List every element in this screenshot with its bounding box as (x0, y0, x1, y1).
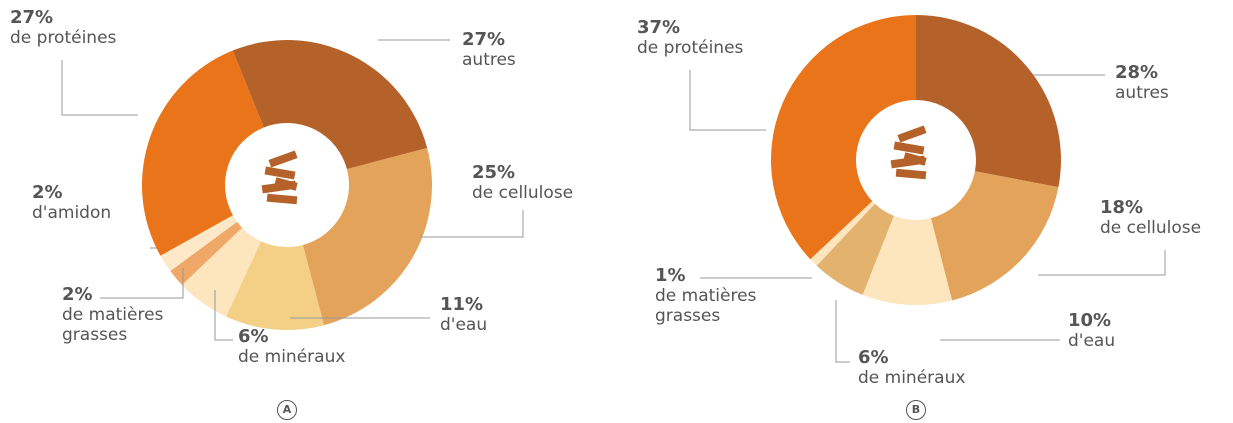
category-label: de minéraux (858, 368, 966, 388)
leader-line (689, 70, 766, 131)
chart-label: B (906, 400, 926, 420)
value-label: 1% (655, 265, 686, 286)
icon (266, 193, 298, 205)
slice (142, 50, 264, 256)
slice (862, 215, 953, 305)
slice (810, 201, 875, 266)
slice (170, 221, 243, 285)
slice-label: 6% de minéraux (858, 347, 978, 389)
leader-line (420, 210, 524, 238)
slice-label: 25% de cellulose (472, 162, 592, 204)
slice-label: 37% de protéines (637, 17, 757, 59)
slice (160, 215, 238, 272)
value-label: 6% (858, 347, 889, 368)
leader-line (100, 268, 184, 299)
category-label: d'eau (440, 315, 488, 335)
value-label: 10% (1068, 310, 1112, 331)
category-label: d'eau (1068, 331, 1116, 351)
slice (181, 227, 261, 317)
leader-line (835, 300, 850, 363)
slice (816, 203, 894, 295)
value-label: 6% (238, 326, 269, 347)
leader-line (214, 290, 233, 341)
icon (903, 152, 927, 166)
slice (916, 15, 1061, 188)
slice-label: 1% de matières grasses (655, 265, 775, 327)
slice (226, 241, 325, 330)
value-label: 27% (10, 7, 54, 28)
category-label: de protéines (10, 28, 117, 48)
slice-label: 2% de matières grasses (62, 284, 182, 346)
value-label: 2% (62, 284, 93, 305)
slice-label: 2% d'amidon (32, 182, 152, 224)
category-label: autres (462, 50, 516, 70)
icon (268, 150, 298, 168)
slice (232, 39, 428, 170)
slice-label: 27% de protéines (10, 7, 130, 49)
slice-label: 10% d'eau (1068, 310, 1188, 352)
slice-label: 27% autres (462, 29, 582, 71)
slice (930, 171, 1059, 301)
value-label: 28% (1115, 62, 1159, 83)
leader-line (1038, 250, 1166, 276)
slice (770, 15, 916, 260)
value-label: 11% (440, 294, 484, 315)
slice-label: 11% d'eau (440, 294, 560, 336)
slice-label: 28% autres (1115, 62, 1233, 104)
icon (893, 141, 925, 155)
value-label: 18% (1100, 197, 1144, 218)
slice (302, 147, 432, 326)
category-label: de protéines (637, 38, 744, 58)
slice-label: 18% de cellulose (1100, 197, 1220, 239)
icon (264, 166, 296, 180)
category-label: de cellulose (1100, 218, 1202, 238)
category-label: autres (1115, 83, 1169, 103)
slice-label: 6% de minéraux (238, 326, 358, 368)
value-label: 25% (472, 162, 516, 183)
value-label: 37% (637, 17, 681, 38)
category-label: de matières grasses (655, 286, 757, 326)
category-label: de cellulose (472, 183, 574, 203)
category-label: de matières grasses (62, 305, 164, 345)
value-label: 27% (462, 29, 506, 50)
chart-label: A (277, 400, 297, 420)
icon (895, 168, 927, 180)
value-label: 2% (32, 182, 63, 203)
icon (274, 177, 298, 191)
category-label: d'amidon (32, 203, 112, 223)
icon (897, 125, 927, 143)
category-label: de minéraux (238, 347, 346, 367)
leader-line (61, 60, 138, 116)
